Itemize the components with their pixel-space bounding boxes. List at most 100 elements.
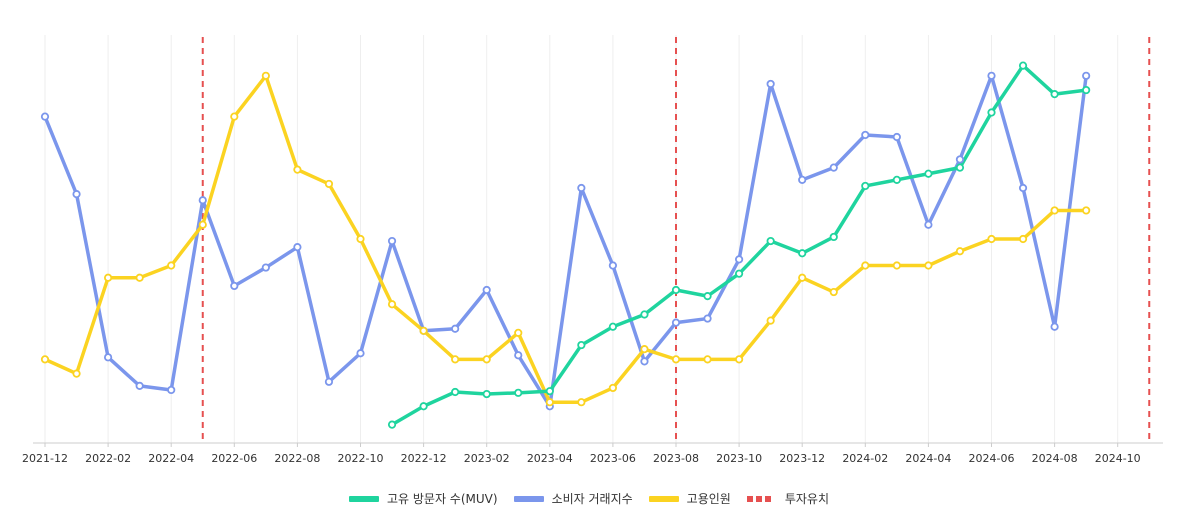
data-point-2 [40, 355, 50, 364]
data-point-1 [671, 318, 681, 327]
data-point-0 [924, 169, 933, 178]
x-tick-label: 2022-06 [211, 452, 257, 465]
data-point-2 [1082, 206, 1091, 215]
data-point-2 [1018, 234, 1028, 244]
data-point-0 [419, 402, 428, 411]
data-point-0 [892, 175, 901, 184]
series-line-1 [43, 74, 1088, 409]
x-tick-label: 2023-12 [779, 452, 825, 465]
legend-swatch-consumer-index [513, 495, 544, 502]
data-point-0 [387, 420, 397, 429]
x-tick-label: 2024-02 [842, 452, 888, 465]
data-point-1 [324, 377, 334, 386]
data-point-0 [1082, 85, 1091, 95]
data-point-1 [356, 349, 365, 358]
data-point-2 [293, 165, 302, 174]
data-point-0 [640, 310, 649, 319]
data-point-1 [261, 263, 270, 272]
data-point-0 [482, 389, 491, 399]
x-tick-label: 2022-08 [274, 452, 320, 465]
data-point-1 [892, 132, 901, 142]
data-point-2 [387, 300, 397, 309]
data-point-2 [545, 398, 554, 407]
data-point-1 [451, 324, 460, 333]
legend-item-employees[interactable]: 고용인원 [648, 490, 731, 507]
x-tick-label: 2023-08 [653, 452, 699, 465]
data-point-2 [608, 383, 618, 393]
data-point-2 [451, 355, 460, 364]
data-point-2 [924, 261, 933, 270]
data-point-1 [40, 112, 50, 121]
legend-item-investment[interactable]: 투자유치 [746, 490, 830, 507]
data-point-0 [861, 181, 870, 191]
x-tick-label: 2023-02 [464, 452, 510, 465]
legend-label-investment: 투자유치 [784, 492, 830, 506]
data-point-2 [104, 273, 113, 282]
data-point-0 [451, 387, 460, 397]
data-point-2 [1050, 206, 1059, 215]
data-point-1 [829, 163, 838, 172]
x-tick-label: 2024-04 [905, 452, 951, 465]
data-point-2 [766, 316, 775, 325]
data-point-1 [924, 220, 933, 229]
data-point-1 [72, 190, 81, 199]
data-point-1 [987, 71, 996, 80]
data-point-1 [577, 183, 586, 193]
x-tick-label: 2023-04 [527, 452, 573, 465]
chart-plot: 2021-12 2022-02 2022-04 2022-06 2022-08 2022-… [22, 35, 1163, 465]
data-point-2 [198, 220, 207, 229]
x-tick-label: 2024-06 [969, 452, 1015, 465]
data-point-2 [829, 287, 838, 297]
data-point-0 [734, 269, 744, 278]
x-tick-label: 2022-12 [401, 452, 447, 465]
data-point-0 [671, 285, 681, 295]
legend: 고유 방문자 수(MUV) 소비자 거래지수 고용인원 투자유치 [0, 490, 1178, 507]
data-point-1 [387, 236, 397, 246]
x-tick-label: 2022-04 [148, 452, 194, 465]
legend-swatch-muv [348, 495, 379, 502]
x-tick-label: 2021-12 [22, 452, 68, 465]
data-point-1 [1018, 183, 1028, 193]
data-point-1 [798, 175, 807, 184]
data-point-1 [1050, 322, 1059, 331]
data-point-2 [955, 247, 965, 256]
data-point-2 [230, 112, 239, 121]
data-point-2 [734, 355, 744, 364]
data-point-0 [545, 387, 554, 396]
data-point-0 [577, 340, 586, 350]
data-point-1 [230, 281, 239, 291]
legend-label-employees: 고용인원 [686, 492, 731, 506]
data-point-1 [514, 351, 523, 360]
data-point-1 [135, 381, 144, 390]
data-point-2 [892, 261, 901, 270]
data-point-1 [1082, 71, 1091, 80]
data-point-0 [608, 322, 618, 331]
data-point-2 [135, 273, 144, 282]
data-point-0 [829, 232, 838, 242]
legend-swatch-employees [648, 495, 679, 502]
data-point-1 [955, 155, 965, 164]
data-point-2 [261, 71, 270, 80]
data-point-1 [608, 261, 618, 270]
data-point-2 [861, 261, 870, 270]
x-tick-label: 2022-02 [85, 452, 131, 465]
data-point-1 [198, 196, 207, 205]
data-point-2 [167, 261, 176, 270]
data-point-0 [766, 236, 775, 246]
data-point-0 [987, 108, 996, 117]
data-point-2 [356, 234, 365, 244]
legend-item-consumer-index[interactable]: 소비자 거래지수 [513, 490, 633, 507]
data-point-1 [703, 314, 712, 323]
legend-item-muv[interactable]: 고유 방문자 수(MUV) [348, 490, 498, 507]
data-point-0 [955, 163, 965, 172]
data-point-1 [766, 79, 775, 89]
legend-label-muv: 고유 방문자 수(MUV) [386, 492, 498, 506]
data-point-2 [324, 179, 334, 189]
series-line-2 [43, 74, 1088, 404]
data-point-0 [1050, 90, 1059, 99]
data-point-2 [671, 355, 681, 364]
legend-label-consumer-index: 소비자 거래지수 [551, 492, 633, 506]
data-point-0 [798, 249, 807, 258]
data-point-2 [419, 326, 428, 335]
